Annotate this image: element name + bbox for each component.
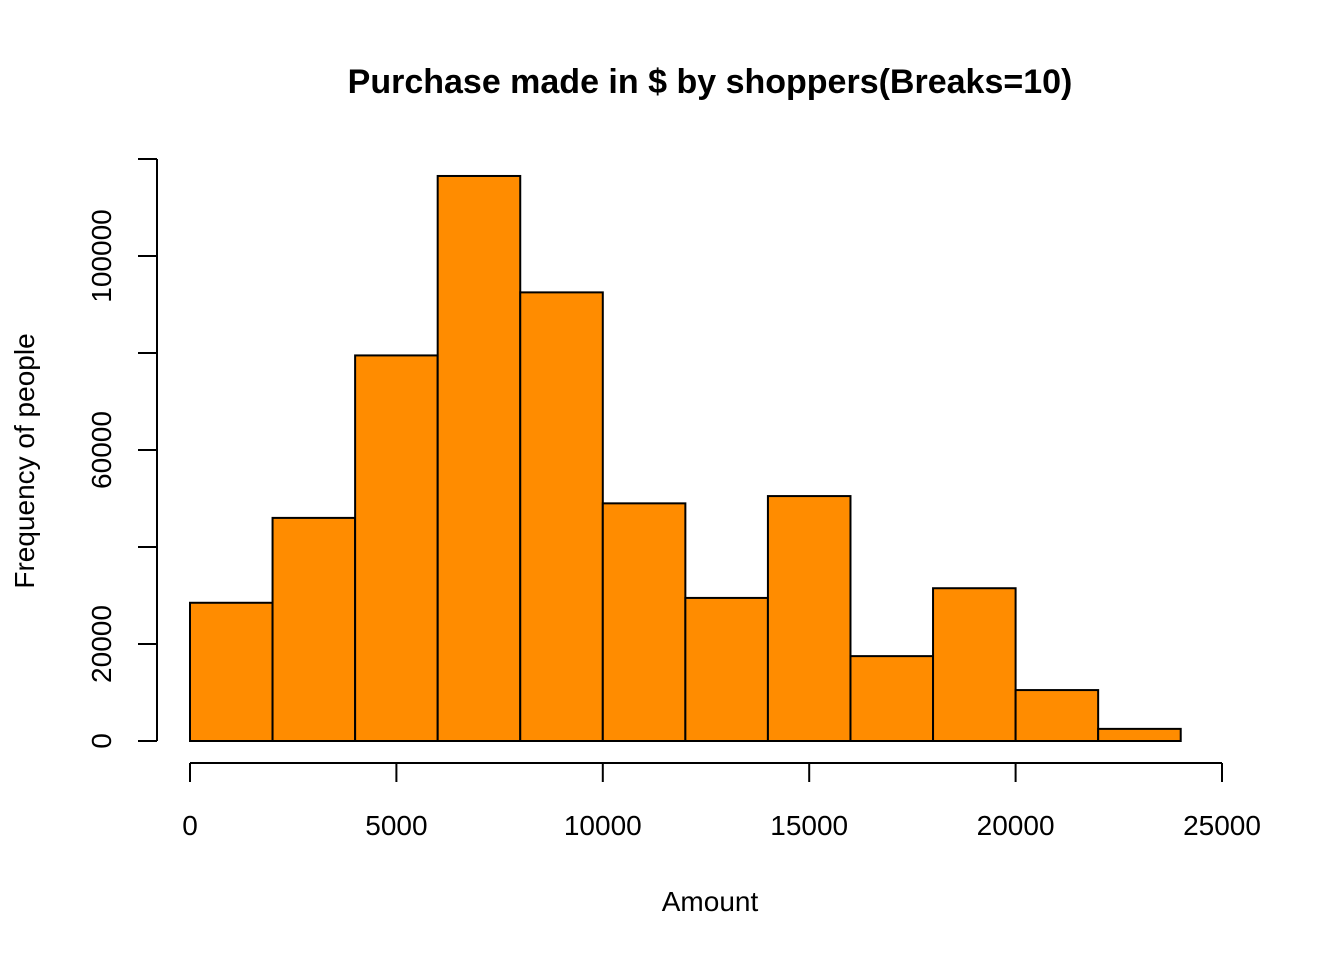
y-tick-label: 100000 [86, 209, 117, 302]
histogram-bar [436, 174, 522, 743]
histogram-bar [1097, 727, 1182, 742]
x-tick-label: 20000 [977, 810, 1055, 841]
histogram-bar [766, 495, 852, 743]
histogram-bar [519, 291, 604, 742]
x-tick-label: 25000 [1183, 810, 1261, 841]
x-tick-label: 10000 [564, 810, 642, 841]
histogram-bar [932, 587, 1017, 742]
y-axis: 0 20000 60000 100000 [86, 158, 158, 749]
x-axis-label: Amount [662, 886, 759, 917]
histogram-bar [271, 516, 357, 743]
y-axis-label: Frequency of people [9, 333, 40, 588]
x-tick-label: 5000 [365, 810, 427, 841]
histogram-bar [354, 354, 439, 742]
histogram-bar [849, 655, 935, 742]
y-tick-label: 0 [86, 733, 117, 749]
y-tick-label: 60000 [86, 411, 117, 489]
x-tick-label: 0 [182, 810, 198, 841]
x-axis: 0 5000 10000 15000 20000 25000 [182, 762, 1261, 841]
histogram-bar [1014, 689, 1100, 743]
chart-title: Purchase made in $ by shoppers(Breaks=10… [348, 63, 1073, 101]
bars-group [189, 174, 1182, 743]
histogram-bar [684, 596, 769, 742]
histogram-bar [601, 502, 687, 742]
y-tick-label: 20000 [86, 605, 117, 683]
x-tick-label: 15000 [770, 810, 848, 841]
histogram-bar [189, 601, 274, 743]
